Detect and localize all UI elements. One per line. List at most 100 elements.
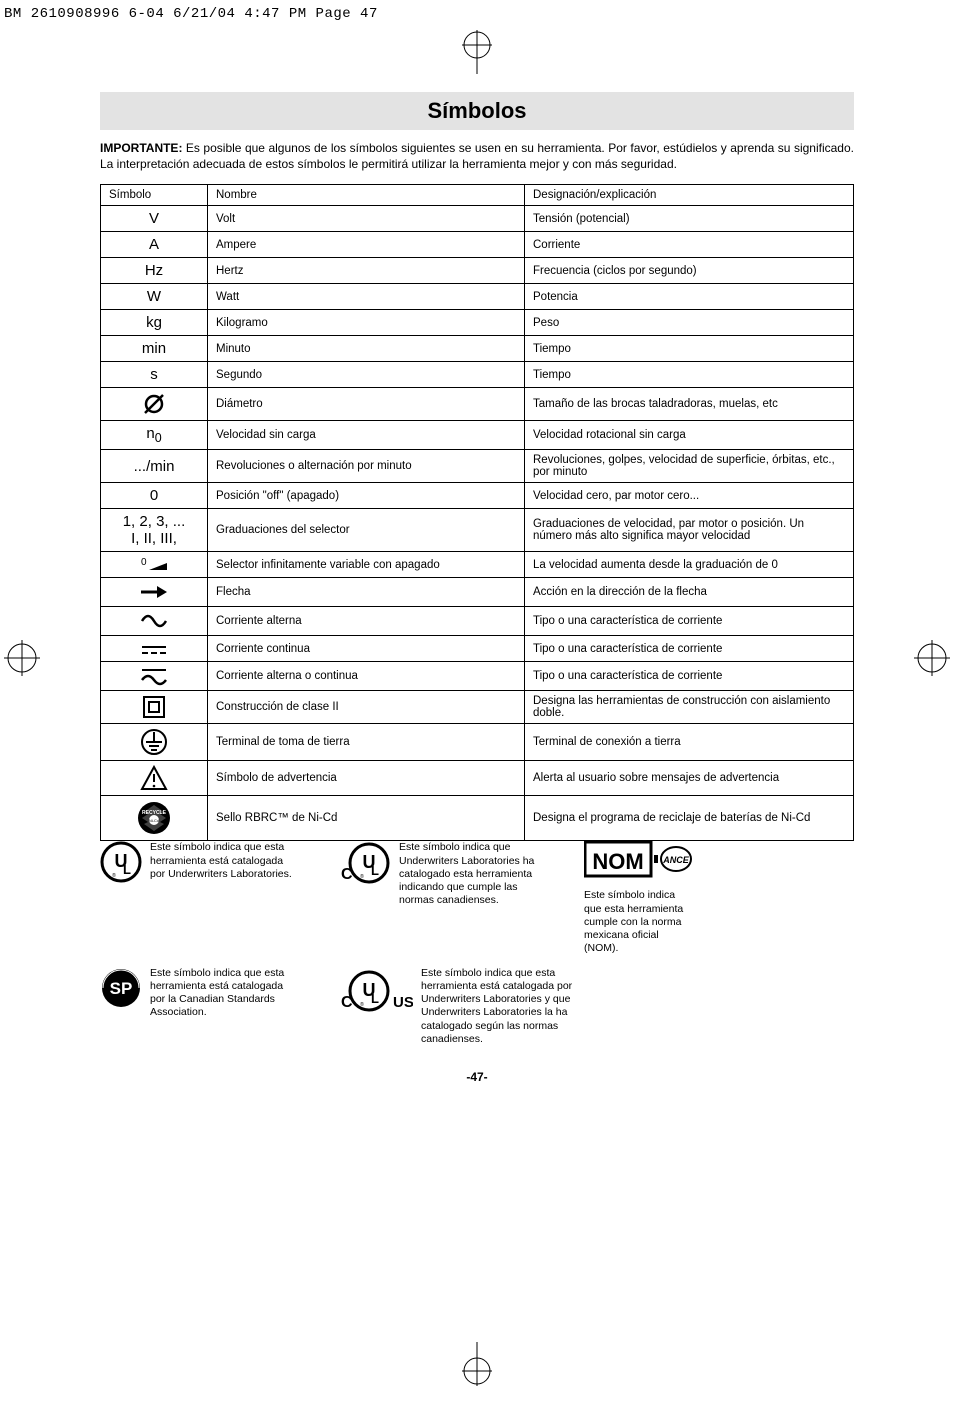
- symbol-cell: [101, 796, 208, 841]
- nombre-cell: Segundo: [208, 362, 525, 388]
- registration-mark-bottom: [462, 1342, 492, 1386]
- registration-mark-left: [4, 640, 40, 676]
- symbol-cell: .../min: [101, 450, 208, 483]
- desig-cell: Frecuencia (ciclos por segundo): [525, 258, 854, 284]
- symbol-cell: kg: [101, 310, 208, 336]
- registration-mark-right: [914, 640, 950, 676]
- table-row: AAmpereCorriente: [101, 232, 854, 258]
- nombre-cell: Velocidad sin carga: [208, 421, 525, 450]
- table-row: FlechaAcción en la dirección de la flech…: [101, 578, 854, 607]
- desig-cell: Velocidad cero, par motor cero...: [525, 483, 854, 509]
- intro-paragraph: IMPORTANTE: Es posible que algunos de lo…: [100, 140, 854, 172]
- desig-cell: Graduaciones de velocidad, par motor o p…: [525, 509, 854, 552]
- svg-text:L: L: [123, 862, 131, 877]
- symbol-cell: 0: [101, 483, 208, 509]
- desig-cell: Tamaño de las brocas taladradoras, muela…: [525, 388, 854, 421]
- svg-text:US: US: [393, 994, 413, 1011]
- ul-logo-block: U L ® Este símbolo indica que esta herra…: [100, 841, 295, 955]
- nombre-cell: Diámetro: [208, 388, 525, 421]
- nombre-cell: Selector infinitamente variable con apag…: [208, 552, 525, 578]
- table-row: .../minRevoluciones o alternación por mi…: [101, 450, 854, 483]
- nombre-cell: Hertz: [208, 258, 525, 284]
- culus-logo-icon: C U L ® US: [335, 967, 413, 1015]
- symbol-cell: [101, 578, 208, 607]
- table-row: n0Velocidad sin cargaVelocidad rotaciona…: [101, 421, 854, 450]
- importante-label: IMPORTANTE:: [100, 141, 182, 155]
- page-title: Símbolos: [100, 92, 854, 130]
- cul-logo-text: Este símbolo indica que Underwriters Lab…: [399, 841, 544, 907]
- desig-cell: La velocidad aumenta desde la graduación…: [525, 552, 854, 578]
- nom-logo-icon: NOM ANCE: [584, 841, 694, 881]
- nombre-cell: Corriente continua: [208, 636, 525, 662]
- symbol-cell: [101, 552, 208, 578]
- svg-text:®: ®: [112, 872, 116, 879]
- nom-logo-block: NOM ANCE Este símbolo indica que esta he…: [584, 841, 694, 955]
- table-row: Selector infinitamente variable con apag…: [101, 552, 854, 578]
- desig-cell: Peso: [525, 310, 854, 336]
- table-row: sSegundoTiempo: [101, 362, 854, 388]
- col-nombre: Nombre: [208, 185, 525, 206]
- table-header-row: Símbolo Nombre Designación/explicación: [101, 185, 854, 206]
- nombre-cell: Flecha: [208, 578, 525, 607]
- nombre-cell: Watt: [208, 284, 525, 310]
- svg-text:NOM: NOM: [592, 849, 643, 874]
- desig-cell: Corriente: [525, 232, 854, 258]
- nombre-cell: Revoluciones o alternación por minuto: [208, 450, 525, 483]
- intro-text: Es posible que algunos de los símbolos s…: [100, 141, 854, 171]
- culus-logo-text: Este símbolo indica que esta herramienta…: [421, 967, 601, 1046]
- desig-cell: Velocidad rotacional sin carga: [525, 421, 854, 450]
- cul-logo-block: C U L ® Este símbolo indica que Underwri…: [335, 841, 544, 955]
- table-row: Corriente continuaTipo o una característ…: [101, 636, 854, 662]
- symbol-cell: [101, 761, 208, 796]
- nombre-cell: Ampere: [208, 232, 525, 258]
- ul-logo-icon: U L ®: [100, 841, 142, 883]
- csa-logo-block: SP Este símbolo indica que esta herramie…: [100, 967, 295, 1046]
- symbol-cell: [101, 388, 208, 421]
- desig-cell: Tipo o una característica de corriente: [525, 607, 854, 636]
- symbol-cell: 1, 2, 3, ...I, II, III,: [101, 509, 208, 552]
- desig-cell: Revoluciones, golpes, velocidad de super…: [525, 450, 854, 483]
- print-header: BM 2610908996 6-04 6/21/04 4:47 PM Page …: [0, 0, 954, 22]
- table-row: kgKilogramoPeso: [101, 310, 854, 336]
- symbol-cell: s: [101, 362, 208, 388]
- symbol-cell: min: [101, 336, 208, 362]
- symbol-cell: n0: [101, 421, 208, 450]
- table-row: Terminal de toma de tierraTerminal de co…: [101, 724, 854, 761]
- desig-cell: Acción en la dirección de la flecha: [525, 578, 854, 607]
- nombre-cell: Terminal de toma de tierra: [208, 724, 525, 761]
- table-row: Corriente alterna o continuaTipo o una c…: [101, 662, 854, 691]
- col-desig: Designación/explicación: [525, 185, 854, 206]
- nombre-cell: Kilogramo: [208, 310, 525, 336]
- registration-mark-top: [462, 30, 492, 74]
- desig-cell: Tipo o una característica de corriente: [525, 662, 854, 691]
- table-row: HzHertzFrecuencia (ciclos por segundo): [101, 258, 854, 284]
- nombre-cell: Construcción de clase II: [208, 691, 525, 724]
- desig-cell: Tipo o una característica de corriente: [525, 636, 854, 662]
- table-row: Símbolo de advertenciaAlerta al usuario …: [101, 761, 854, 796]
- table-row: DiámetroTamaño de las brocas taladradora…: [101, 388, 854, 421]
- nombre-cell: Graduaciones del selector: [208, 509, 525, 552]
- desig-cell: Terminal de conexión a tierra: [525, 724, 854, 761]
- col-simbolo: Símbolo: [101, 185, 208, 206]
- nombre-cell: Volt: [208, 206, 525, 232]
- nombre-cell: Corriente alterna: [208, 607, 525, 636]
- nombre-cell: Minuto: [208, 336, 525, 362]
- symbol-cell: [101, 636, 208, 662]
- symbol-cell: [101, 662, 208, 691]
- nom-logo-text: Este símbolo indica que esta herramienta…: [584, 889, 694, 955]
- cul-logo-icon: C U L ®: [335, 841, 391, 885]
- csa-logo-icon: SP: [100, 967, 142, 1009]
- table-row: 0Posición "off" (apagado)Velocidad cero,…: [101, 483, 854, 509]
- table-row: Corriente alternaTipo o una característi…: [101, 607, 854, 636]
- symbol-cell: V: [101, 206, 208, 232]
- nombre-cell: Posición "off" (apagado): [208, 483, 525, 509]
- svg-text:SP: SP: [110, 979, 133, 998]
- symbol-cell: W: [101, 284, 208, 310]
- table-row: 1, 2, 3, ...I, II, III,Graduaciones del …: [101, 509, 854, 552]
- symbol-cell: [101, 691, 208, 724]
- table-row: Sello RBRC™ de Ni-CdDesigna el programa …: [101, 796, 854, 841]
- svg-text:ANCE: ANCE: [662, 855, 689, 865]
- page-number: -47-: [100, 1070, 854, 1084]
- symbol-cell: [101, 607, 208, 636]
- desig-cell: Tiempo: [525, 336, 854, 362]
